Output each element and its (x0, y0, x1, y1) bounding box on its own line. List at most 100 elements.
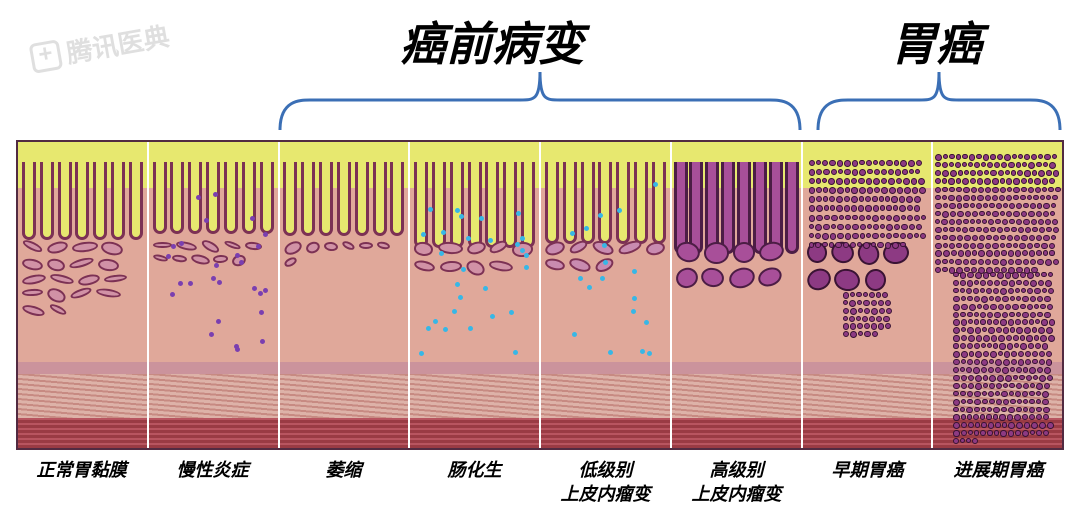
gland-blob (413, 241, 434, 257)
gland-blob (594, 256, 617, 276)
villus (545, 162, 559, 244)
deep-glands (22, 242, 143, 352)
muscularis-layer (410, 418, 539, 448)
stage-label: 进展期胃癌 (933, 458, 1064, 507)
gland-blob (244, 241, 262, 251)
villus (652, 162, 666, 244)
villus (581, 162, 595, 244)
gland-blob (45, 286, 68, 306)
muscularis-layer (803, 418, 932, 448)
villus (432, 162, 446, 248)
gland-blob (341, 240, 355, 252)
villus (721, 162, 735, 254)
group-brace (0, 0, 1080, 140)
gland-blob (69, 286, 93, 301)
gland-blob (568, 256, 592, 274)
villus (22, 162, 36, 240)
gland-blob (488, 259, 513, 273)
villus (283, 162, 297, 236)
gland-blob (544, 257, 566, 272)
gland-blob (756, 264, 785, 290)
gland-blob (863, 268, 887, 293)
stage-label: 慢性炎症 (147, 458, 278, 507)
gland-blob (699, 265, 726, 289)
cancer-cluster (809, 160, 927, 250)
gland-blob (231, 253, 248, 269)
villus (598, 162, 612, 244)
gland-blob (97, 257, 119, 271)
cancer-cluster (953, 272, 1055, 442)
gland-blob (323, 241, 338, 252)
villus (242, 162, 256, 234)
villus (58, 162, 72, 240)
stage-column (278, 142, 409, 448)
gland-blob (466, 240, 487, 257)
stage-label: 萎缩 (278, 458, 409, 507)
mm-line-layer (541, 362, 670, 374)
stage-label: 正常胃黏膜 (16, 458, 147, 507)
villus (414, 162, 428, 248)
villus (188, 162, 202, 234)
villus (485, 162, 499, 248)
gland-blob (153, 242, 172, 248)
gland-blob (223, 239, 241, 251)
gland-blob (152, 253, 168, 262)
villus (319, 162, 333, 236)
villus (153, 162, 167, 234)
mm-line-layer (803, 362, 932, 374)
villus (563, 162, 577, 244)
stage-column (539, 142, 670, 448)
stage-column (801, 142, 932, 448)
submucosa-layer (410, 374, 539, 418)
villus (40, 162, 54, 240)
stage-label: 低级别 上皮内瘤变 (540, 458, 671, 507)
gland-blob (703, 242, 729, 265)
gland-blob (171, 254, 187, 263)
submucosa-layer (803, 374, 932, 418)
gland-blob (21, 273, 47, 287)
villus (260, 162, 274, 234)
villus (373, 162, 387, 236)
gland-blob (803, 265, 833, 294)
mm-line-layer (149, 362, 278, 374)
gland-blob (96, 287, 122, 299)
stage-column (931, 142, 1064, 448)
villus (753, 162, 767, 254)
villus (111, 162, 125, 240)
muscularis-layer (18, 418, 147, 448)
gland-blob (757, 239, 786, 264)
gland-blob (100, 240, 124, 257)
villus (468, 162, 482, 248)
gland-blob (46, 239, 69, 255)
stage-label: 高级别 上皮内瘤变 (671, 458, 802, 507)
submucosa-layer (18, 374, 147, 418)
gland-blob (304, 240, 321, 256)
muscularis-layer (672, 418, 801, 448)
gland-blob (511, 241, 534, 258)
gland-blob (464, 257, 488, 278)
mm-line-layer (672, 362, 801, 374)
submucosa-layer (672, 374, 801, 418)
gland-blob (22, 289, 43, 297)
gland-blob (645, 240, 667, 257)
muscularis-layer (149, 418, 278, 448)
villus (450, 162, 464, 248)
villus (674, 162, 688, 254)
gland-blob (175, 240, 197, 252)
mm-line-layer (280, 362, 409, 374)
gland-blob (413, 258, 436, 273)
tissue-cross-section (16, 140, 1064, 450)
villus (75, 162, 89, 240)
gland-blob (104, 274, 127, 284)
stage-column (147, 142, 278, 448)
deep-glands (284, 242, 405, 352)
villus (503, 162, 517, 248)
gland-blob (213, 254, 228, 263)
villus (769, 162, 783, 254)
stage-column (408, 142, 539, 448)
villus (206, 162, 220, 234)
villus (337, 162, 351, 236)
villus (170, 162, 184, 234)
gland-blob (437, 241, 463, 255)
gland-blob (50, 272, 75, 285)
